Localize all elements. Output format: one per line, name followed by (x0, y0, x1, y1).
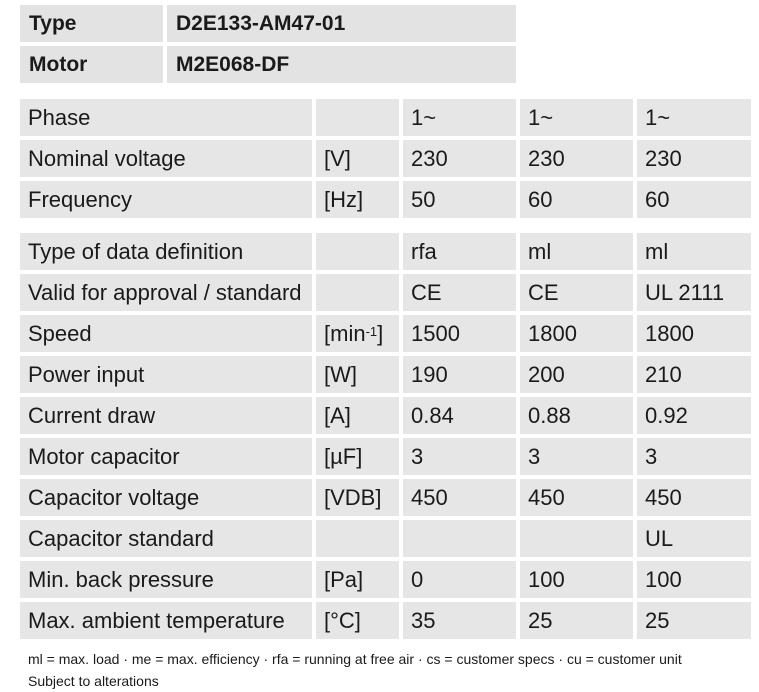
header-row-motor: Motor M2E068-DF (20, 46, 516, 83)
row-label: Nominal voltage (20, 140, 312, 177)
table-row: Type of data definition rfa ml ml (20, 233, 751, 270)
row-value-2: 60 (520, 181, 633, 218)
row-value-1: 0 (403, 561, 516, 598)
row-value-1: 0.84 (403, 397, 516, 434)
row-value-1: 3 (403, 438, 516, 475)
row-unit: [V] (316, 140, 399, 177)
row-value-1: rfa (403, 233, 516, 270)
row-unit (316, 520, 399, 557)
row-label: Valid for approval / standard (20, 274, 312, 311)
header-row-type: Type D2E133-AM47-01 (20, 5, 516, 42)
table-row: Nominal voltage [V] 230 230 230 (20, 140, 751, 177)
row-value-2: 200 (520, 356, 633, 393)
table-row: Valid for approval / standard CE CE UL 2… (20, 274, 751, 311)
row-value-3: 3 (637, 438, 751, 475)
speed-unit: [min -1] (316, 315, 399, 352)
performance-table: Type of data definition rfa ml ml Valid … (20, 233, 751, 643)
row-label: Frequency (20, 181, 312, 218)
unit-exponent: -1 (365, 324, 378, 339)
row-label: Min. back pressure (20, 561, 312, 598)
row-value-3: ml (637, 233, 751, 270)
abbreviation-legend: ml = max. load · me = max. efficiency · … (28, 651, 682, 667)
row-label: Phase (20, 99, 312, 136)
motor-value: M2E068-DF (167, 46, 516, 83)
table-row: Max. ambient temperature [°C] 35 25 25 (20, 602, 751, 639)
row-value-2: 0.88 (520, 397, 633, 434)
footnotes: ml = max. load · me = max. efficiency · … (28, 648, 682, 692)
row-label: Power input (20, 356, 312, 393)
table-row: Power input [W] 190 200 210 (20, 356, 751, 393)
row-value-2: 100 (520, 561, 633, 598)
row-label: Speed (20, 315, 312, 352)
table-row: Capacitor standard UL (20, 520, 751, 557)
row-label: Capacitor standard (20, 520, 312, 557)
table-row: Speed [min -1] 1500 1800 1800 (20, 315, 751, 352)
row-value-3: 230 (637, 140, 751, 177)
row-unit (316, 99, 399, 136)
row-unit (316, 233, 399, 270)
row-value-3: 450 (637, 479, 751, 516)
type-label: Type (20, 5, 163, 42)
row-value-1: 450 (403, 479, 516, 516)
row-label: Type of data definition (20, 233, 312, 270)
row-value-2 (520, 520, 633, 557)
row-unit: [Pa] (316, 561, 399, 598)
row-value-1 (403, 520, 516, 557)
row-label: Motor capacitor (20, 438, 312, 475)
row-value-2: 230 (520, 140, 633, 177)
table-row: Frequency [Hz] 50 60 60 (20, 181, 751, 218)
table-row: Motor capacitor [µF] 3 3 3 (20, 438, 751, 475)
alterations-note: Subject to alterations (28, 673, 159, 689)
row-value-1: 1500 (403, 315, 516, 352)
row-value-1: 35 (403, 602, 516, 639)
row-unit (316, 274, 399, 311)
row-value-3: 1800 (637, 315, 751, 352)
row-value-2: 25 (520, 602, 633, 639)
row-value-1: CE (403, 274, 516, 311)
row-value-2: 450 (520, 479, 633, 516)
row-value-1: 190 (403, 356, 516, 393)
table-row: Capacitor voltage [VDB] 450 450 450 (20, 479, 751, 516)
row-value-3: 210 (637, 356, 751, 393)
row-value-3: 60 (637, 181, 751, 218)
row-value-2: CE (520, 274, 633, 311)
row-value-3: 100 (637, 561, 751, 598)
motor-label: Motor (20, 46, 163, 83)
row-label: Capacitor voltage (20, 479, 312, 516)
row-value-1: 50 (403, 181, 516, 218)
type-value: D2E133-AM47-01 (167, 5, 516, 42)
row-label: Max. ambient temperature (20, 602, 312, 639)
row-value-3: 0.92 (637, 397, 751, 434)
row-value-2: ml (520, 233, 633, 270)
table-row: Min. back pressure [Pa] 0 100 100 (20, 561, 751, 598)
row-value-2: 1800 (520, 315, 633, 352)
row-label: Current draw (20, 397, 312, 434)
row-value-2: 3 (520, 438, 633, 475)
electrical-table: Phase 1~ 1~ 1~ Nominal voltage [V] 230 2… (20, 99, 751, 222)
row-unit: [°C] (316, 602, 399, 639)
row-value-1: 1~ (403, 99, 516, 136)
row-value-3: UL 2111 (637, 274, 751, 311)
row-value-2: 1~ (520, 99, 633, 136)
row-unit: [Hz] (316, 181, 399, 218)
row-unit: [VDB] (316, 479, 399, 516)
table-row: Phase 1~ 1~ 1~ (20, 99, 751, 136)
row-unit: [A] (316, 397, 399, 434)
row-unit: [µF] (316, 438, 399, 475)
row-unit: [W] (316, 356, 399, 393)
row-value-3: 1~ (637, 99, 751, 136)
table-row: Current draw [A] 0.84 0.88 0.92 (20, 397, 751, 434)
row-value-3: 25 (637, 602, 751, 639)
row-value-1: 230 (403, 140, 516, 177)
row-value-3: UL (637, 520, 751, 557)
header-block: Type D2E133-AM47-01 Motor M2E068-DF (20, 5, 516, 87)
